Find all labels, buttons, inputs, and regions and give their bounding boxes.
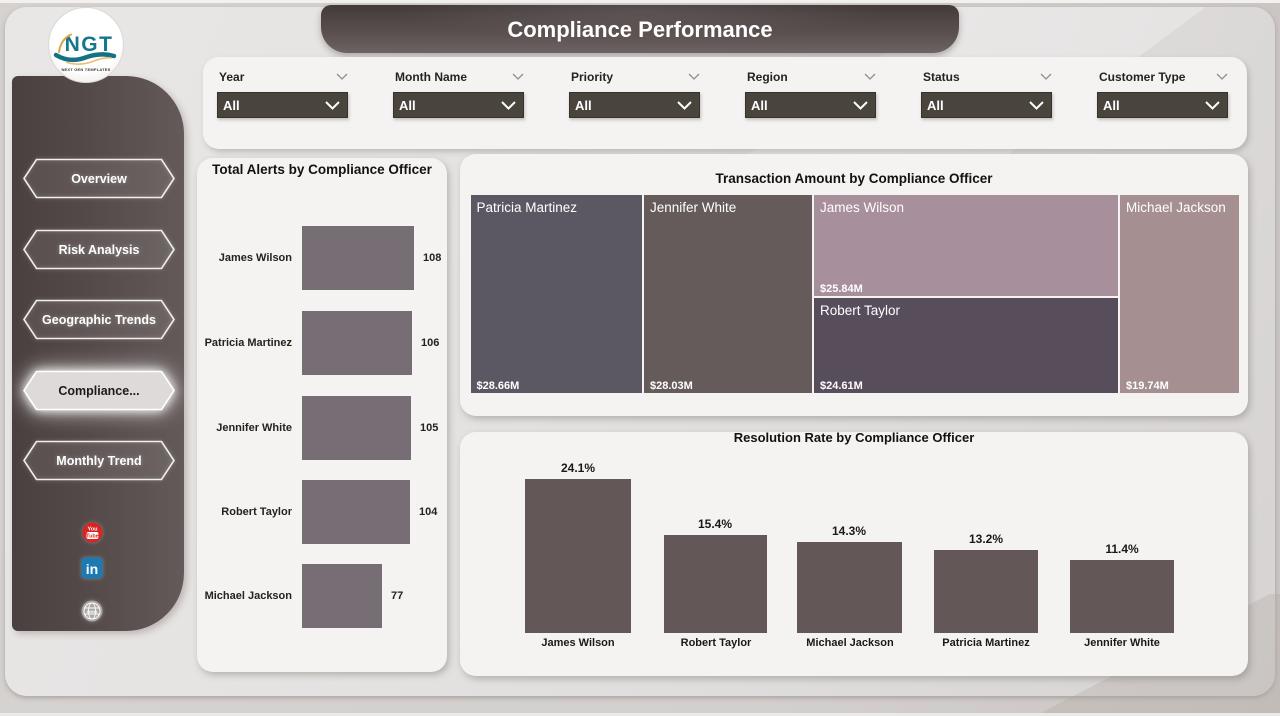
svg-text:www: www (86, 609, 98, 614)
svg-text:Compliance...: Compliance... (58, 384, 139, 398)
svg-text:Risk Analysis: Risk Analysis (59, 243, 140, 257)
svg-text:You: You (88, 527, 98, 533)
svg-text:Overview: Overview (71, 172, 127, 186)
svg-text:Geographic Trends: Geographic Trends (42, 313, 156, 327)
svg-text:NGT: NGT (65, 33, 114, 56)
svg-text:in: in (86, 561, 98, 577)
svg-text:Tube: Tube (86, 534, 99, 540)
svg-text:Monthly Trend: Monthly Trend (56, 454, 141, 468)
svg-text:NEXT GEN TEMPLATES: NEXT GEN TEMPLATES (61, 67, 110, 72)
